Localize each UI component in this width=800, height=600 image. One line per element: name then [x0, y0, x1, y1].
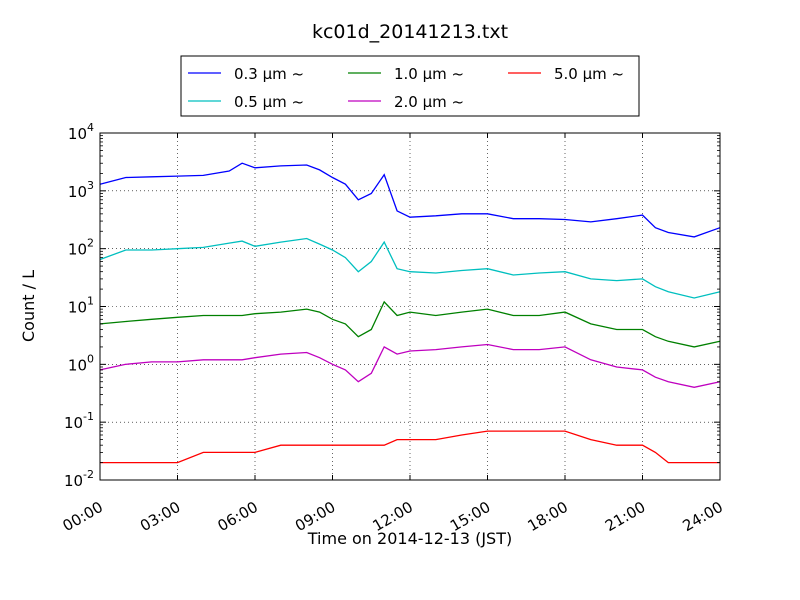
- legend: 0.3 μm ~ 0.5 μm ~ 1.0 μm ~ 2.0 μm ~ 5.0 μm ~: [180, 55, 640, 117]
- y-tick-label: 10-1: [64, 410, 94, 432]
- grid: [100, 133, 720, 480]
- y-tick-label: 101: [68, 295, 94, 317]
- legend-label: 0.3 μm ~: [234, 65, 304, 83]
- y-tick-label: 10-2: [64, 468, 94, 490]
- y-tick-labels: 10-2 10-1 100 101 102 103 104: [64, 121, 94, 490]
- y-tick-label: 104: [68, 121, 94, 143]
- y-tick-label: 103: [68, 179, 94, 201]
- chart-title: kc01d_20141213.txt: [312, 21, 508, 43]
- x-axis-label: Time on 2014-12-13 (JST): [307, 529, 512, 548]
- series-line-0: [99, 162, 721, 238]
- series-line-4: [100, 430, 720, 464]
- legend-label: 0.5 μm ~: [234, 93, 304, 111]
- y-tick-label: 102: [68, 237, 94, 259]
- legend-label: 5.0 μm ~: [554, 65, 624, 83]
- legend-box: [180, 55, 640, 117]
- legend-label: 1.0 μm ~: [394, 65, 464, 83]
- y-tick-label: 100: [68, 352, 94, 374]
- legend-label: 2.0 μm ~: [394, 93, 464, 111]
- ticks: [99, 132, 721, 481]
- series-line-3: [99, 343, 721, 388]
- series-line-2: [99, 300, 721, 348]
- series-layer: [99, 162, 721, 464]
- series-line-1: [99, 237, 721, 299]
- y-axis-label: Count / L: [19, 270, 38, 342]
